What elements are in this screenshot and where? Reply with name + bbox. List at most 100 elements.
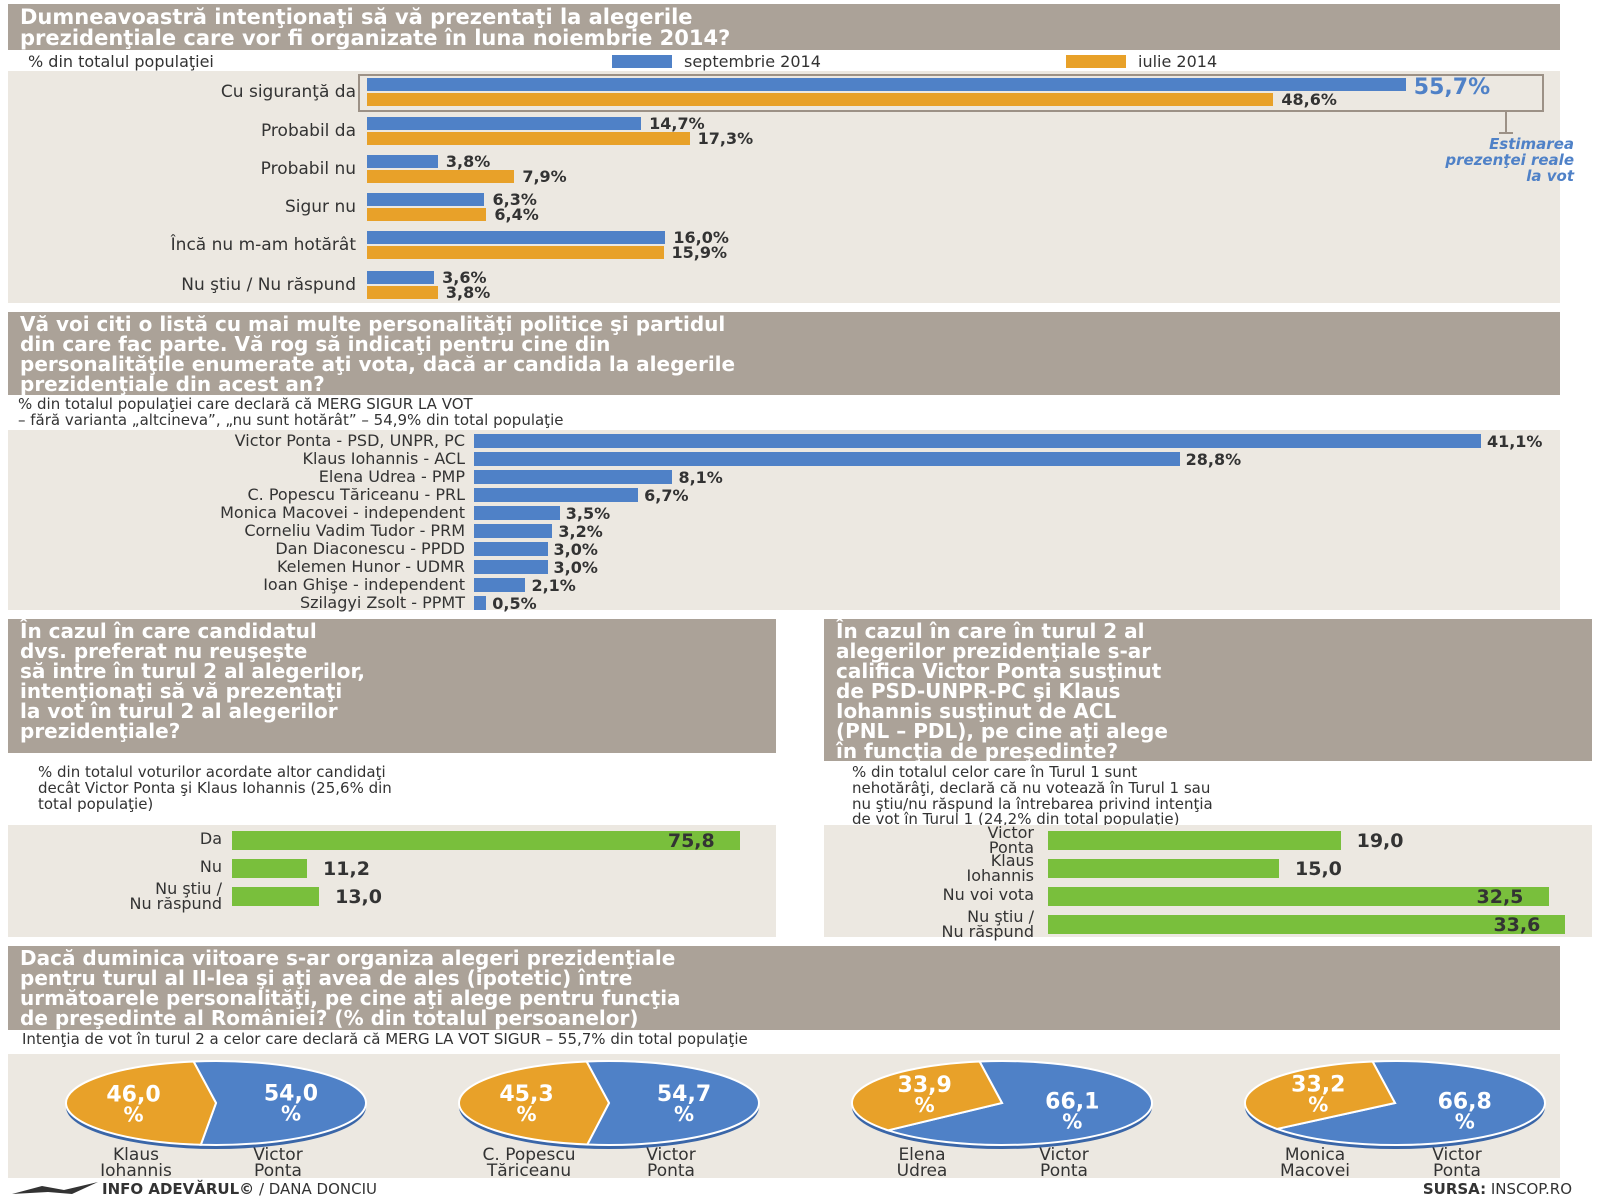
bar-september	[367, 117, 642, 130]
pie-label-opponent: Monica	[1285, 1145, 1345, 1165]
green-bar	[1048, 887, 1549, 906]
section1-title: Dumneavoastră intenţionaţi să vă prezent…	[8, 4, 1560, 50]
section4-title-line: în funcţia de preşedinte?	[836, 739, 1119, 763]
green-bar	[1048, 915, 1566, 934]
category-label-line: Victor	[987, 823, 1034, 842]
section4-title-line: califica Victor Ponta susţinut	[836, 659, 1162, 683]
bar-september	[367, 193, 485, 206]
value-label-september: 3,8%	[445, 152, 491, 171]
section3-note-line: decât Victor Ponta şi Klaus Iohannis (25…	[38, 778, 392, 797]
section3-title-line: intenţionaţi să vă prezentaţi	[20, 679, 343, 703]
bar-july	[367, 286, 438, 299]
section1-note: % din totalul populaţiei	[28, 52, 214, 71]
candidate-value: 28,8%	[1185, 450, 1242, 469]
section4-title-line: de PSD-UNPR-PC şi Klaus	[836, 679, 1121, 703]
candidate-value: 3,0%	[553, 558, 598, 577]
category-label-line: Klaus	[990, 851, 1034, 870]
bar-july	[367, 208, 487, 221]
pie-label-ponta-line2: Ponta	[1433, 1161, 1481, 1181]
section4-note-line: % din totalul celor care în Turul 1 sunt	[852, 763, 1138, 781]
bar-september	[367, 271, 435, 284]
green-bar-value: 11,2	[323, 858, 370, 880]
category-label-line: Nu ştiu /	[155, 879, 222, 898]
section4-title-line: (PNL – PDL), pe cine aţi alege	[836, 719, 1168, 743]
bar-september	[367, 155, 438, 168]
category-label: Cu siguranţă da	[220, 82, 356, 102]
candidate-bar	[474, 560, 548, 574]
green-bar-value: 19,0	[1356, 830, 1404, 852]
pie-slice-ponta	[1273, 1060, 1546, 1146]
section5-title: Dacă duminica viitoare s-ar organiza ale…	[8, 946, 1560, 1030]
green-bar	[232, 887, 320, 906]
footer-source: SURSA: INSCOP.RO	[1423, 1180, 1572, 1198]
section4-title-line: În cazul în care în turul 2 al	[836, 619, 1145, 643]
category-label-line: Nu	[199, 857, 222, 876]
turnout-highlight-box	[358, 74, 1544, 112]
value-label-september: 3,6%	[442, 268, 487, 287]
candidate-value: 3,2%	[558, 522, 603, 541]
category-label: Klaus Iohannis	[824, 851, 1034, 883]
pie-value-ponta: 66,1	[1045, 1089, 1099, 1114]
section3-title-line: să intre în turul 2 al alegerilor,	[20, 659, 366, 683]
estimate-bracket	[1505, 112, 1507, 134]
pie-value-opponent-unit: %	[1308, 1093, 1328, 1117]
candidate-bar	[474, 542, 548, 556]
section4-note: % din totalul celor care în Turul 1 sunt…	[852, 763, 1213, 828]
category-label: Da	[0, 830, 222, 846]
candidate-bar	[474, 578, 526, 592]
category-label: Sigur nu	[284, 197, 356, 217]
section2-title-line: Vă voi citi o listă cu mai multe persona…	[20, 312, 726, 336]
section1-title-line: Dumneavoastră intenţionaţi să vă prezent…	[20, 5, 693, 29]
estimate-line: Estimarea	[1489, 135, 1574, 153]
pie-label-ponta-line2: Ponta	[1040, 1161, 1088, 1181]
green-bar-value: 75,8	[667, 830, 715, 852]
candidate-label: Szilagyi Zsolt - PPMT	[299, 593, 465, 612]
value-label-july: 3,8%	[445, 283, 491, 302]
candidate-label: Klaus Iohannis - ACL	[302, 449, 465, 468]
category-label: Victor Ponta	[824, 823, 1034, 858]
pie-value-opponent: 33,9	[898, 1073, 952, 1098]
candidate-bar	[474, 506, 560, 520]
section2-title-line: personalităţile enumerate aţi vota, dacă…	[20, 352, 736, 376]
section3-note: % din totalul voturilor acordate altor c…	[38, 763, 392, 812]
pie-slice-ponta	[884, 1060, 1153, 1146]
candidate-bar	[474, 470, 673, 484]
section1-title-line: prezidenţiale care vor fi organizate în …	[20, 26, 731, 50]
pie-label-opponent-line2: Tăriceanu	[486, 1161, 571, 1181]
pie-value-ponta-unit: %	[674, 1102, 694, 1126]
category-label-line: Nu ştiu /	[967, 907, 1034, 926]
pie-value-ponta-unit: %	[1455, 1110, 1475, 1134]
pie-label-ponta: Victor	[1432, 1145, 1481, 1165]
value-label-july: 15,9%	[671, 243, 728, 262]
section3-title-line: În cazul în care candidatul	[20, 619, 317, 643]
pie-label-opponent-line2: Macovei	[1280, 1161, 1350, 1181]
pie-value-opponent: 33,2	[1291, 1073, 1345, 1098]
section4-title: În cazul în care în turul 2 al alegerilo…	[824, 619, 1592, 761]
pie-label-opponent-line2: Iohannis	[100, 1161, 172, 1181]
pie-slice-ponta	[584, 1060, 760, 1146]
candidate-label: Ioan Ghişe - independent	[263, 575, 465, 594]
bar-july	[367, 93, 1274, 106]
green-bar-value: 13,0	[335, 886, 382, 908]
section5-title-line: de preşedinte al României? (% din totalu…	[20, 1006, 639, 1030]
value-label-july: 48,6%	[1281, 90, 1337, 109]
section3-note-line: % din totalul voturilor acordate altor c…	[38, 763, 386, 781]
section2-title-line: prezidenţiale din acest an?	[20, 372, 325, 396]
category-label: Încă nu m-am hotărât	[170, 235, 356, 255]
pie-label-ponta: Victor	[646, 1145, 695, 1165]
section4-title-line: Iohannis susţinut de ACL	[836, 699, 1117, 723]
candidate-label: Corneliu Vadim Tudor - PRM	[244, 521, 465, 540]
pie-value-ponta: 54,0	[264, 1081, 318, 1106]
pie-value-ponta: 66,8	[1438, 1090, 1492, 1115]
legend-swatch-orange	[1066, 55, 1126, 68]
candidate-label: Kelemen Hunor - UDMR	[276, 557, 465, 576]
footer-credit: INFO ADEVĂRUL© / DANA DONCIU	[102, 1180, 377, 1198]
candidate-value: 2,1%	[531, 576, 576, 595]
section5-title-line: pentru turul al II-lea şi aţi avea de al…	[20, 966, 633, 990]
bar-july	[367, 132, 690, 145]
estimate-line: prezenţei reale	[1445, 150, 1574, 169]
category-label-line: Ponta	[988, 838, 1034, 858]
section4-note-line: nehotărâţi, declară că nu votează în Tur…	[852, 778, 1211, 797]
pie-label-opponent-line2: Udrea	[897, 1161, 948, 1181]
section2-note-line: % din totalul populaţiei care declară că…	[18, 395, 473, 413]
